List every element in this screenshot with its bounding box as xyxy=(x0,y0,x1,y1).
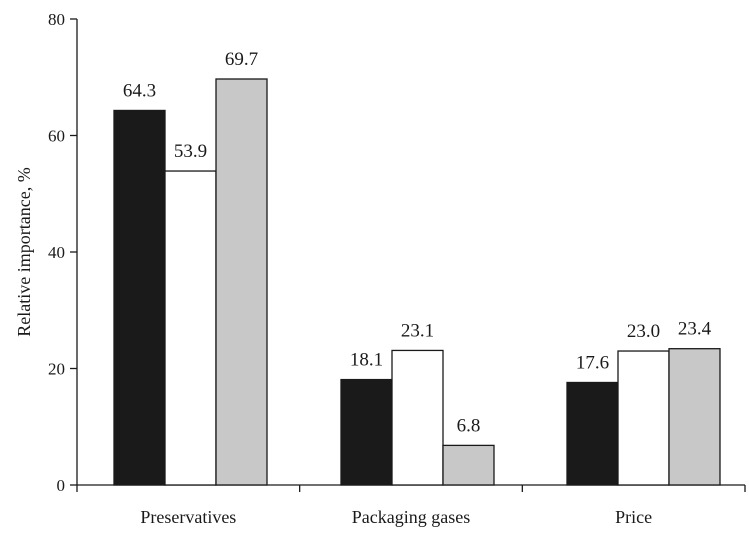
data-label: 23.4 xyxy=(678,319,712,340)
data-label: 53.9 xyxy=(174,141,207,162)
bar xyxy=(442,444,495,486)
y-axis: 0 20 40 60 80 xyxy=(48,10,78,495)
bar xyxy=(391,349,444,486)
data-label: 18.1 xyxy=(350,350,383,371)
y-axis-label: Relative importance, % xyxy=(14,167,34,336)
data-label: 23.0 xyxy=(627,321,660,342)
data-label: 64.3 xyxy=(123,80,156,101)
y-tick-label: 40 xyxy=(48,243,65,262)
data-label: 69.7 xyxy=(225,49,258,70)
bar xyxy=(164,170,217,486)
y-tick-label: 80 xyxy=(48,10,65,29)
bar xyxy=(113,109,166,486)
data-label: 23.1 xyxy=(401,320,434,341)
bars xyxy=(113,78,721,486)
data-labels: 64.3 53.9 69.7 18.1 23.1 6.8 17.6 23.0 23.4 xyxy=(123,49,712,436)
x-tick-label: Price xyxy=(615,507,652,527)
x-axis: Preservatives Packaging gases Price xyxy=(76,484,746,527)
bar xyxy=(215,78,268,486)
y-tick-label: 60 xyxy=(48,127,65,146)
bar xyxy=(668,348,721,486)
data-label: 17.6 xyxy=(576,352,609,373)
x-tick-label: Preservatives xyxy=(140,507,236,527)
bar xyxy=(566,381,619,486)
y-tick-label: 20 xyxy=(48,360,65,379)
x-tick-label: Packaging gases xyxy=(352,507,470,527)
y-tick-label: 0 xyxy=(57,476,66,495)
bar xyxy=(340,378,393,486)
bar xyxy=(617,350,670,486)
data-label: 6.8 xyxy=(457,415,481,436)
